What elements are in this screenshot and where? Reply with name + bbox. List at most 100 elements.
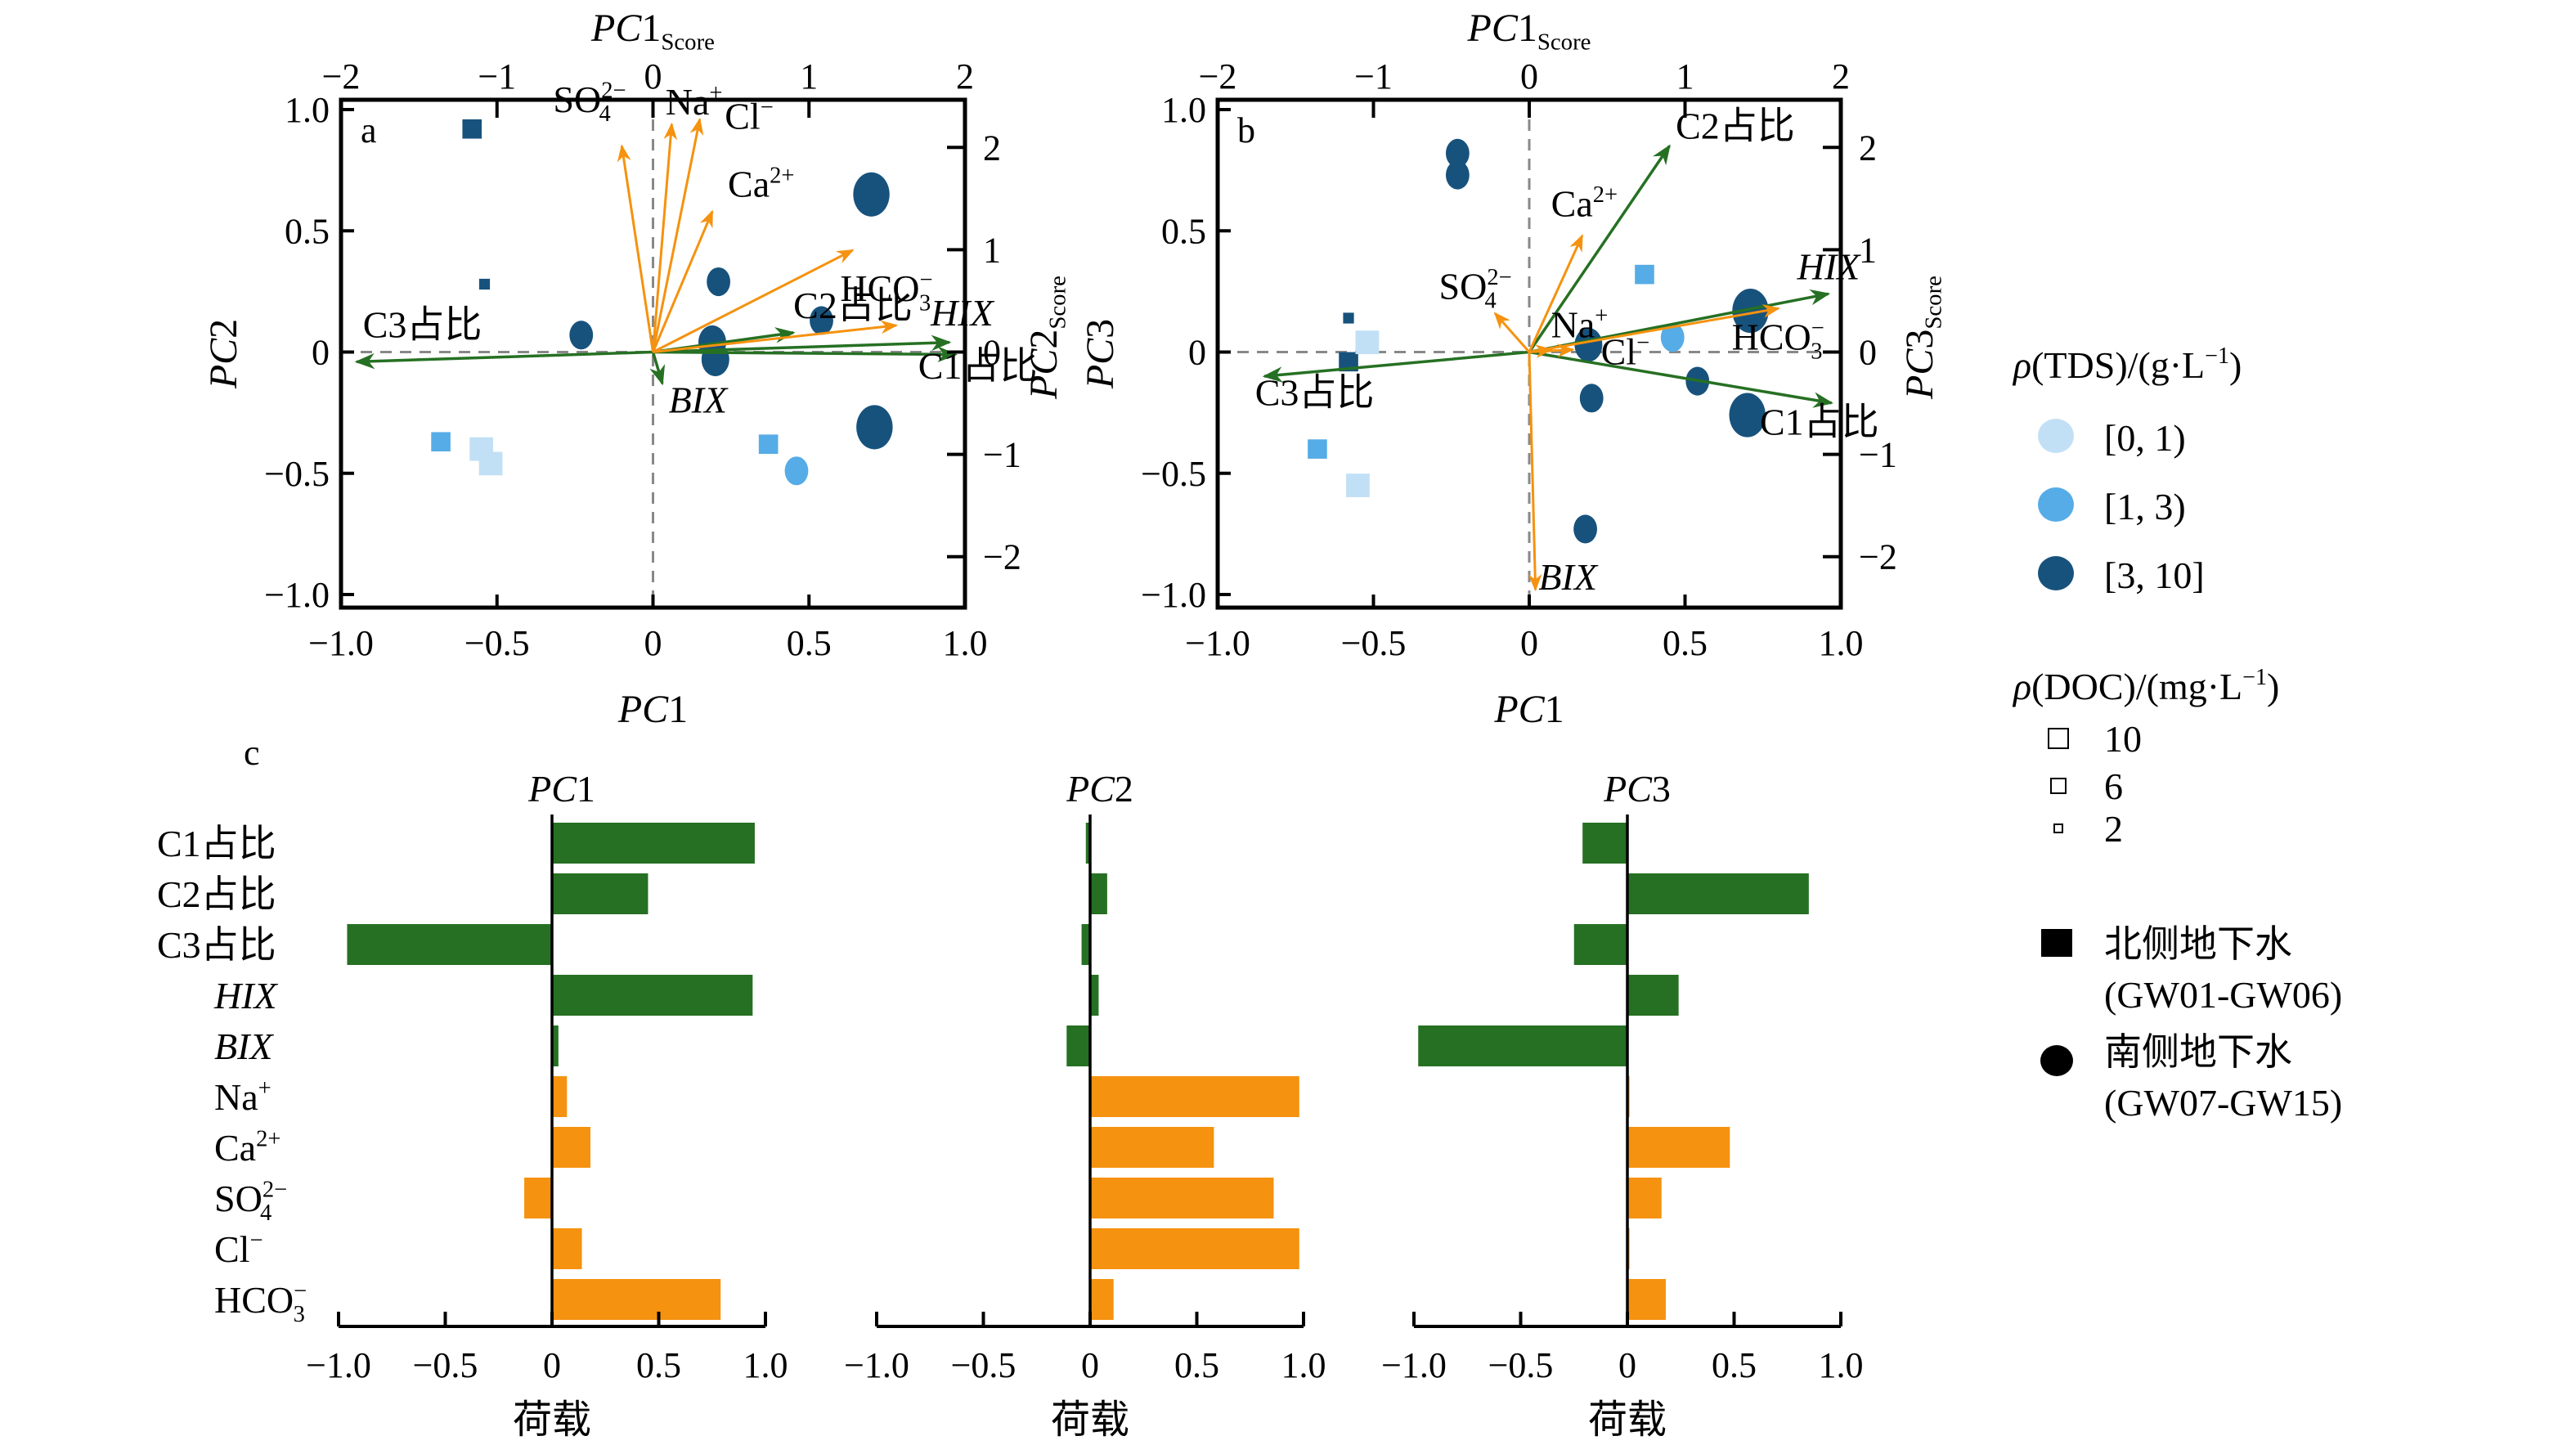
y2-tick-label: 0: [1859, 333, 1877, 373]
axis-title-letters: PC: [1493, 688, 1545, 731]
label-part: 4: [599, 101, 610, 127]
loading-arrow: [652, 122, 678, 352]
data-point-square: [431, 432, 451, 452]
label-part: 2−: [263, 1178, 287, 1203]
y2-tick-label: 2: [1859, 128, 1877, 168]
category-label: C2占比: [157, 873, 276, 915]
label-part: +: [1595, 303, 1608, 329]
data-point-circle: [1732, 289, 1769, 334]
group-legend-label: 北侧地下水: [2104, 923, 2292, 965]
south-group-swatch: [2040, 1045, 2073, 1076]
y-tick-label: −0.5: [264, 454, 330, 494]
x2-tick-label: 1: [1676, 56, 1694, 96]
x-tick-label: 1.0: [943, 623, 988, 663]
x-tick-label: 0: [1520, 623, 1538, 663]
loading-bar: [1573, 924, 1627, 965]
y2-tick-label: 0: [983, 333, 1001, 373]
loading-label: SO2− 4: [553, 78, 626, 127]
title-superscript: −1: [2242, 665, 2267, 690]
x2-tick-label: 0: [1520, 56, 1538, 96]
bar-subplot-pc2: −1.0 −0.5 0 0.5 1.0 PC2 荷载: [844, 768, 1326, 1442]
loading-bar: [1627, 1279, 1666, 1320]
rho-symbol: ρ: [2012, 344, 2031, 386]
loading-label: C1占比: [918, 345, 1038, 387]
subplot-title: PC3: [1603, 768, 1671, 810]
loading-bar: [1418, 1025, 1627, 1066]
loading-label: Ca2+: [1551, 182, 1618, 224]
axis-title-letters: PC: [590, 7, 642, 50]
doc-legend-label: 2: [2104, 808, 2123, 850]
label-part: 2−: [1487, 265, 1511, 290]
loading-label: C2占比: [1676, 105, 1795, 147]
y2-tick-label: −1: [983, 435, 1021, 475]
x2-tick-label: 2: [1832, 56, 1850, 96]
axis-title-number: 2: [202, 319, 245, 339]
label-part: −: [1811, 316, 1824, 341]
label-part: 2+: [256, 1127, 280, 1152]
loading-bar: [552, 1228, 582, 1269]
loading-bar: [1582, 823, 1627, 864]
title-end: ): [2267, 666, 2279, 707]
data-point-circle: [856, 405, 893, 450]
panel-letter: c: [244, 733, 260, 773]
title-body: (TDS)/(g·L: [2031, 344, 2205, 386]
panel-letter: a: [361, 110, 377, 150]
title-superscript: −1: [2205, 343, 2229, 369]
category-label: Na+: [214, 1076, 272, 1118]
y-tick-label: 0.5: [1161, 211, 1206, 251]
y2-tick-label: 2: [983, 128, 1001, 168]
x-tick-label: 0: [644, 623, 662, 663]
label-part: Ca: [1551, 182, 1593, 224]
label-part: −: [249, 1228, 263, 1254]
group-legend-sublabel: (GW01-GW06): [2104, 974, 2342, 1016]
loading-arrow: [649, 352, 666, 386]
label-part: Na: [214, 1076, 258, 1118]
x-tick-label: −0.5: [1341, 623, 1407, 663]
tds-legend-swatch: [2038, 419, 2074, 453]
label-part: +: [258, 1076, 272, 1102]
y-tick-label: 1.0: [285, 90, 330, 130]
subplot-title: PC2: [1066, 768, 1133, 810]
loading-bar: [524, 1178, 552, 1218]
x-tick-label: 1.0: [1819, 623, 1864, 663]
x-tick-label: 0.5: [1712, 1345, 1757, 1385]
axis-title-number: 2: [1115, 768, 1133, 810]
loading-arrow: [1528, 352, 1542, 592]
x-tick-label: −0.5: [464, 623, 530, 663]
tds-legend-label: [0, 1): [2104, 417, 2186, 459]
label-part: SO: [1439, 265, 1488, 307]
data-point-circle: [1574, 327, 1603, 362]
axis-title-letters: PC: [202, 338, 245, 389]
x2-tick-label: −1: [478, 56, 516, 96]
loading-label: BIX: [669, 379, 729, 421]
loading-arrow: [652, 209, 714, 353]
x-tick-label: −1.0: [844, 1345, 909, 1385]
data-point-square: [1346, 473, 1370, 497]
loading-bar: [552, 873, 648, 914]
label-part: Ca: [728, 164, 770, 205]
data-point-square: [1308, 439, 1327, 459]
x-tick-label: 0: [1081, 1345, 1099, 1385]
loading-arrow: [354, 350, 653, 370]
tds-legend-label: [1, 3): [2104, 486, 2186, 527]
loading-label: SO2− 4: [1439, 265, 1512, 314]
x2-tick-label: 0: [644, 56, 662, 96]
loading-arrow: [617, 144, 654, 352]
axis-title-number: 1: [577, 768, 595, 810]
x-tick-label: 1.0: [1281, 1345, 1326, 1385]
subplot-title: PC1: [527, 768, 595, 810]
y-tick-label: −1.0: [264, 575, 330, 615]
x-axis-title: 荷载: [1588, 1398, 1667, 1442]
legend: ρ(TDS)/(g·L−1)[0, 1)[1, 3)[3, 10]ρ(DOC)/…: [2012, 343, 2342, 1124]
x-tick-label: 0.5: [636, 1345, 681, 1385]
data-point-circle: [1579, 384, 1604, 413]
label-part: Cl: [725, 96, 760, 137]
x-tick-label: 0.5: [1174, 1345, 1219, 1385]
axis-title-number: 2: [1022, 330, 1066, 349]
loading-arrow: [1493, 312, 1531, 353]
label-part: 3: [294, 1302, 305, 1327]
axis-title-letters: PC: [617, 688, 669, 731]
loading-bar: [1627, 1127, 1730, 1168]
